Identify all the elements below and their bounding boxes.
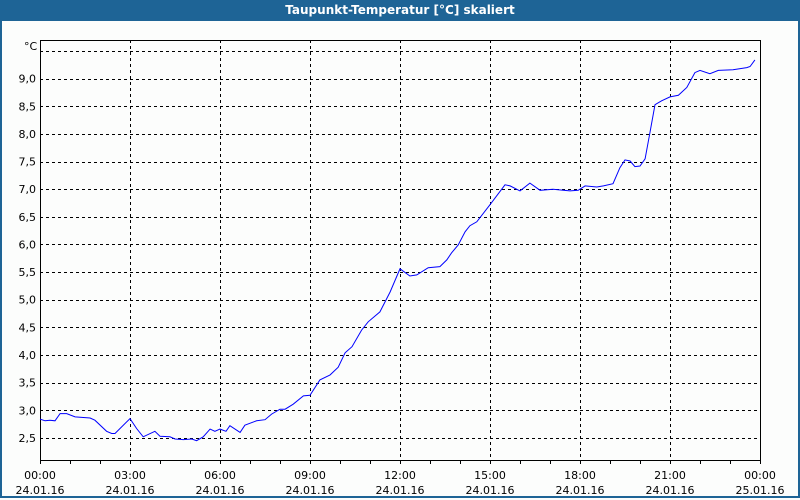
axes: 2,5 3,0 3,5 4,0 4,5 5,0 5,5 6,0 6,5 7,0 7,5 8,0 8,5 9… xyxy=(16,40,785,497)
x-tick-date: 24.01.16 xyxy=(646,484,695,497)
dewpoint-line xyxy=(39,59,756,442)
x-tick-date: 24.01.16 xyxy=(556,484,605,497)
grid xyxy=(40,40,760,460)
y-tick-label: 5,5 xyxy=(19,266,37,279)
y-tick-label: 3,0 xyxy=(19,404,37,417)
x-tick-time: 03:00 xyxy=(114,469,146,482)
y-tick-label: 4,0 xyxy=(19,349,37,362)
x-tick-date: 24.01.16 xyxy=(106,484,155,497)
y-tick-label: 9,0 xyxy=(19,73,37,86)
y-axis-unit: °C xyxy=(24,40,38,53)
x-tick-date: 24.01.16 xyxy=(286,484,335,497)
y-tick-label: 6,0 xyxy=(19,238,37,251)
x-tick-time: 12:00 xyxy=(384,469,416,482)
y-tick-label: 8,5 xyxy=(19,100,37,113)
x-tick-time: 18:00 xyxy=(564,469,596,482)
x-tick-time: 00:00 xyxy=(24,469,56,482)
y-tick-label: 4,5 xyxy=(19,321,37,334)
x-tick-date: 25.01.16 xyxy=(736,484,785,497)
x-tick-time: 21:00 xyxy=(654,469,686,482)
x-tick-date: 24.01.16 xyxy=(196,484,245,497)
y-tick-label: 6,5 xyxy=(19,211,37,224)
x-tick-date: 24.01.16 xyxy=(376,484,425,497)
x-tick-time: 00:00 xyxy=(744,469,776,482)
y-tick-label: 7,0 xyxy=(19,183,37,196)
y-tick-label: 8,0 xyxy=(19,128,37,141)
y-tick-label: 5,0 xyxy=(19,294,37,307)
x-tick-time: 09:00 xyxy=(294,469,326,482)
y-tick-label: 3,5 xyxy=(19,377,37,390)
x-tick-time: 15:00 xyxy=(474,469,506,482)
series xyxy=(39,59,756,442)
window-title: Taupunkt-Temperatur [°C] skaliert xyxy=(0,0,800,21)
x-tick-date: 24.01.16 xyxy=(466,484,515,497)
y-tick-label: 7,5 xyxy=(19,156,37,169)
x-tick-time: 06:00 xyxy=(204,469,236,482)
x-tick-date: 24.01.16 xyxy=(16,484,65,497)
y-tick-label: 2,5 xyxy=(19,432,37,445)
